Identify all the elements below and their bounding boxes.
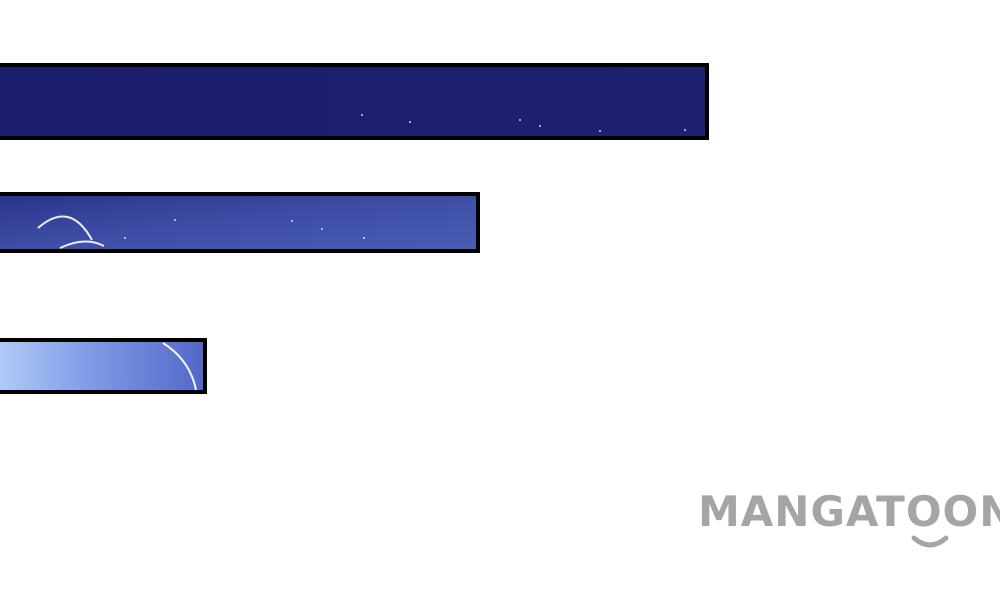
arc [37,215,93,241]
arc [59,240,105,249]
panel [0,63,709,140]
watermark: MANGATOON [698,487,1000,536]
arc [162,342,197,391]
panel [0,192,480,253]
panel [0,338,207,394]
specks [124,219,365,239]
specks [361,114,686,132]
watermark-smile [911,535,949,548]
